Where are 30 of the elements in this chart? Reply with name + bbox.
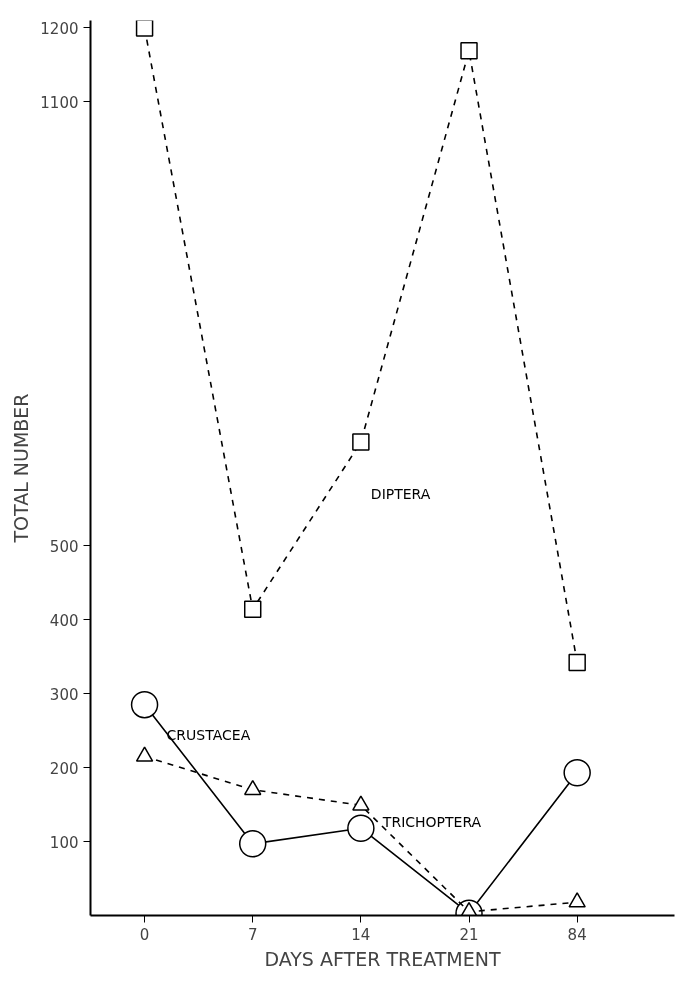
point — [460, 42, 478, 60]
series-label: CRUSTACEA — [166, 726, 251, 743]
x-tick-label: 14 — [351, 925, 371, 944]
x-tick-label: 7 — [247, 925, 258, 944]
y-axis-title: TOTAL NUMBER — [10, 393, 33, 544]
series-label: TRICHOPTERA — [381, 814, 482, 831]
x-tick-label: 84 — [567, 925, 587, 944]
y-tick-label: 1200 — [40, 19, 79, 38]
y-tick-label: 1100 — [40, 93, 79, 112]
point — [352, 433, 370, 451]
point — [238, 830, 267, 858]
point — [352, 795, 370, 811]
point — [347, 814, 375, 842]
point — [568, 892, 586, 908]
y-tick-label: 300 — [49, 685, 79, 704]
y-tick-label: 500 — [49, 537, 79, 556]
text: DIPTERA — [370, 486, 431, 503]
point — [135, 20, 154, 37]
point — [135, 746, 154, 762]
y-tick-label: 200 — [49, 759, 79, 778]
y-tick-label: 100 — [49, 833, 79, 852]
x-tick-label: 0 — [139, 925, 150, 944]
point — [243, 600, 262, 619]
point — [563, 759, 591, 787]
point — [130, 690, 159, 719]
point — [243, 779, 262, 796]
x-tick-label: 21 — [459, 925, 479, 944]
x-axis-title: DAYS AFTER TREATMENT — [264, 947, 501, 970]
point — [568, 653, 586, 672]
y-tick-label: 400 — [49, 611, 79, 630]
